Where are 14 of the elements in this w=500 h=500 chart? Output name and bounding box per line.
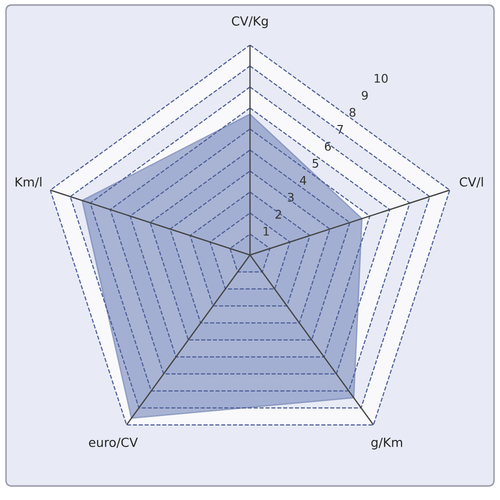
spoke-label: CV/l xyxy=(460,176,483,188)
y-tick-label: 4 xyxy=(300,176,306,185)
y-tick-label: 6 xyxy=(324,142,331,151)
y-tick-label: 9 xyxy=(362,90,368,100)
spoke-label: g/Km xyxy=(371,438,402,450)
y-tick-label: 1 xyxy=(264,226,269,236)
spoke-label: euro/CV xyxy=(88,438,138,448)
y-tick-label: 3 xyxy=(288,192,294,202)
y-tick-label: 7 xyxy=(337,125,343,134)
y-tick-label: 10 xyxy=(374,74,388,83)
y-tick-label: 8 xyxy=(350,108,356,117)
spoke-label: Km/l xyxy=(16,176,42,188)
spoke-label: CV/Kg xyxy=(232,16,268,28)
y-tick-label: 5 xyxy=(312,158,318,168)
